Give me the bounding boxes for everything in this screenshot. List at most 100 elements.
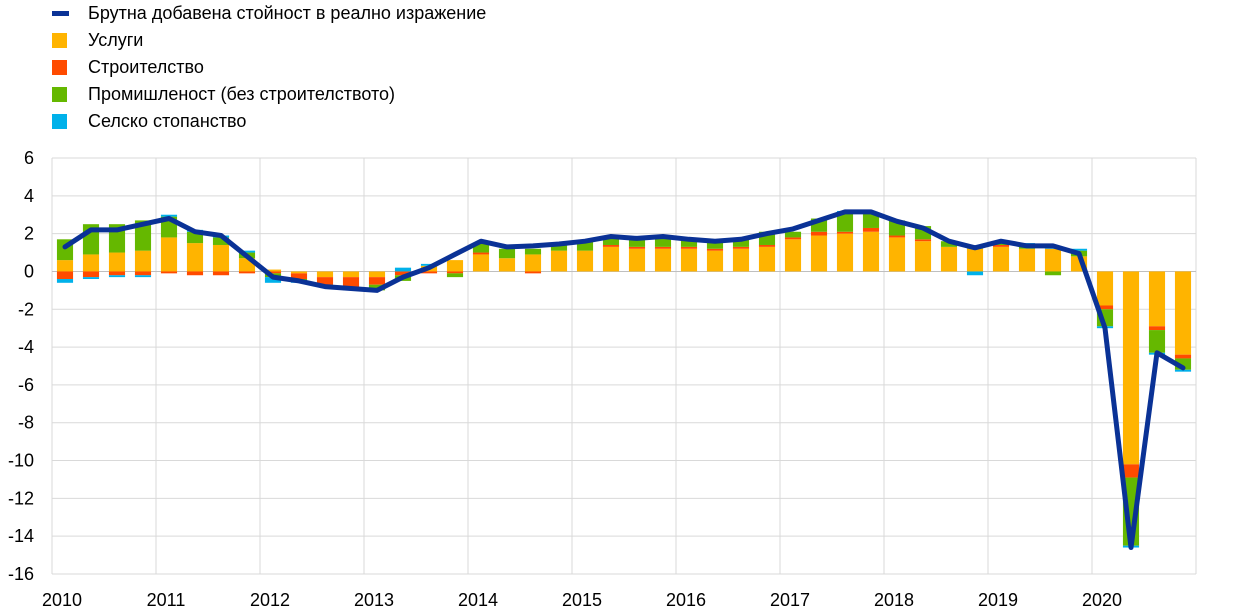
bar-construction [784, 237, 802, 240]
bar-agriculture [1070, 248, 1088, 251]
bar-services [134, 250, 152, 272]
bar-services [212, 244, 230, 272]
bar-services [1018, 248, 1036, 272]
bar-industry [1044, 271, 1062, 276]
bar-construction [420, 271, 438, 274]
bar-services [186, 243, 204, 272]
bar-services [82, 254, 100, 272]
bar-construction [290, 273, 308, 280]
line-series [62, 209, 1186, 550]
bar-industry [862, 212, 880, 228]
bar-industry [836, 212, 854, 232]
bar-construction [1174, 354, 1192, 359]
bar-construction [212, 271, 230, 276]
bar-services [992, 246, 1010, 272]
legend-swatch-construction [52, 60, 67, 75]
bar-industry [186, 231, 204, 244]
legend-label-industry: Промишленост (без строителството) [88, 84, 396, 104]
bar-construction [1122, 464, 1140, 478]
bar-construction [56, 271, 74, 280]
legend-swatch-agriculture [52, 114, 67, 129]
bar-services [836, 233, 854, 272]
bar-services [966, 248, 984, 272]
bar-industry [212, 237, 230, 245]
bar-services [628, 248, 646, 272]
bar-industry [498, 248, 516, 259]
bar-construction [446, 271, 464, 274]
bar-construction [888, 235, 906, 238]
legend-label-agriculture: Селско стопанство [88, 111, 247, 131]
bar-services [732, 248, 750, 272]
bar-agriculture [394, 267, 412, 272]
bar-agriculture [264, 277, 282, 283]
x-tick-label: 2014 [458, 590, 498, 610]
y-tick-label: 2 [24, 224, 34, 244]
bar-services [1096, 271, 1114, 306]
bar-construction [836, 231, 854, 234]
y-tick-label: 6 [24, 148, 34, 168]
x-tick-label: 2020 [1082, 590, 1122, 610]
legend-label-services: Услуги [88, 30, 144, 50]
bar-construction [108, 271, 126, 276]
bar-industry [1148, 330, 1166, 353]
bar-industry [732, 239, 750, 247]
y-tick-label: -16 [8, 564, 34, 584]
x-tick-label: 2017 [770, 590, 810, 610]
line-gva [62, 209, 1186, 550]
bar-construction [628, 246, 646, 249]
bar-services [108, 252, 126, 272]
bar-services [940, 246, 958, 272]
bar-services [498, 258, 516, 272]
bar-services [342, 271, 360, 278]
bar-agriculture [56, 279, 74, 283]
bar-construction [602, 244, 620, 247]
bar-services [1122, 271, 1140, 465]
bar-construction [264, 271, 282, 274]
x-tick-label: 2012 [250, 590, 290, 610]
y-tick-label: -6 [18, 375, 34, 395]
bar-services [888, 237, 906, 272]
bar-agriculture [238, 250, 256, 253]
x-tick-label: 2011 [147, 590, 186, 610]
bar-industry [368, 284, 386, 291]
legend-swatch-line [52, 11, 69, 16]
bar-services [524, 254, 542, 272]
bar-construction [862, 227, 880, 232]
bar-services [160, 237, 178, 272]
bar-construction [1096, 305, 1114, 310]
bar-construction [472, 252, 490, 255]
bar-construction [316, 277, 334, 285]
bar-services [550, 250, 568, 272]
x-tick-label: 2010 [42, 590, 82, 610]
bar-services [862, 231, 880, 272]
legend-label-line: Брутна добавена стойност в реално израже… [88, 3, 487, 23]
bar-services [654, 248, 672, 272]
bar-industry [628, 237, 646, 247]
legend-swatch-industry [52, 87, 67, 102]
bar-services [680, 248, 698, 272]
bar-services [784, 239, 802, 272]
bar-construction [160, 271, 178, 274]
bar-industry [940, 241, 958, 247]
x-tick-label: 2013 [354, 590, 394, 610]
bar-construction [134, 271, 152, 276]
bar-services [56, 260, 74, 272]
bar-services [472, 254, 490, 272]
bar-industry [706, 241, 724, 249]
bar-services [290, 271, 308, 274]
bar-construction [186, 271, 204, 276]
bar-construction [238, 271, 256, 274]
bar-construction [758, 244, 776, 247]
bar-services [706, 250, 724, 272]
bar-industry [680, 239, 698, 247]
x-tick-label: 2016 [666, 590, 706, 610]
bar-industry [654, 235, 672, 247]
bar-services [914, 241, 932, 272]
bar-industry [784, 231, 802, 238]
y-tick-label: -4 [18, 337, 34, 357]
bar-agriculture [1174, 369, 1192, 372]
y-axis: 6 4 2 0 -2 -4 -6 -8 -10 -12 -14 -16 [8, 148, 34, 584]
legend-swatch-services [52, 33, 67, 48]
bar-industry [550, 243, 568, 251]
